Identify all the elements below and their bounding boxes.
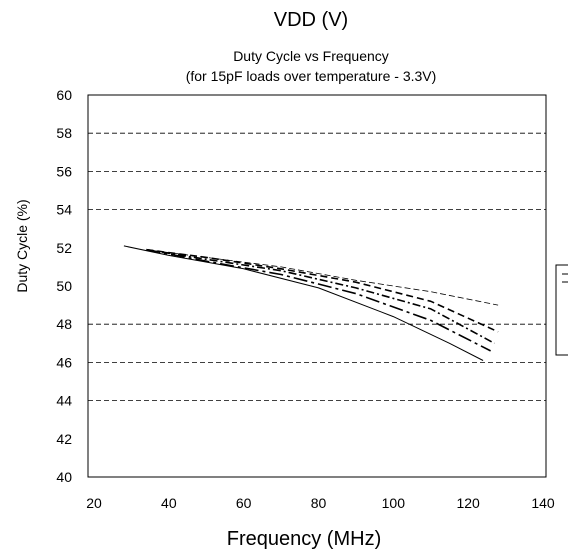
y-tick-label: 44 — [56, 393, 72, 409]
x-axis-label: Frequency (MHz) — [227, 528, 381, 550]
chart-title: Duty Cycle vs Frequency — [233, 48, 389, 64]
y-tick-label: 52 — [56, 240, 72, 256]
y-tick-label: 58 — [56, 125, 72, 141]
x-tick-label: 60 — [236, 495, 252, 511]
x-tick-label: 20 — [86, 495, 102, 511]
series-line-2 — [146, 248, 499, 333]
y-tick-label: 42 — [56, 431, 72, 447]
series-line-3 — [146, 248, 495, 345]
series-line-5 — [123, 245, 484, 361]
y-tick-label: 48 — [56, 316, 72, 332]
y-tick-label: 50 — [56, 278, 72, 294]
y-tick-label: 54 — [56, 202, 72, 218]
legend-box — [555, 264, 568, 356]
y-tick-label: 40 — [56, 469, 72, 485]
x-tick-labels: 20 40 60 80 100 120 140 — [86, 495, 555, 511]
y-tick-labels: 40 42 44 46 48 50 52 54 56 58 60 — [56, 87, 72, 485]
y-tick-label: 60 — [56, 87, 72, 103]
x-tick-label: 80 — [311, 495, 327, 511]
gridlines — [88, 132, 546, 402]
y-tick-label: 56 — [56, 163, 72, 179]
y-tick-label: 46 — [56, 354, 72, 370]
x-tick-label: 140 — [531, 495, 555, 511]
y-axis-label: Duty Cycle (%) — [14, 199, 30, 292]
chart-subtitle: (for 15pF loads over temperature - 3.3V) — [186, 68, 437, 84]
vdd-label: VDD (V) — [274, 9, 348, 31]
x-tick-label: 40 — [161, 495, 177, 511]
x-tick-label: 120 — [456, 495, 480, 511]
x-tick-label: 100 — [382, 495, 406, 511]
plot-frame — [87, 94, 547, 478]
series-lines — [123, 245, 499, 361]
series-line-4 — [146, 248, 491, 352]
